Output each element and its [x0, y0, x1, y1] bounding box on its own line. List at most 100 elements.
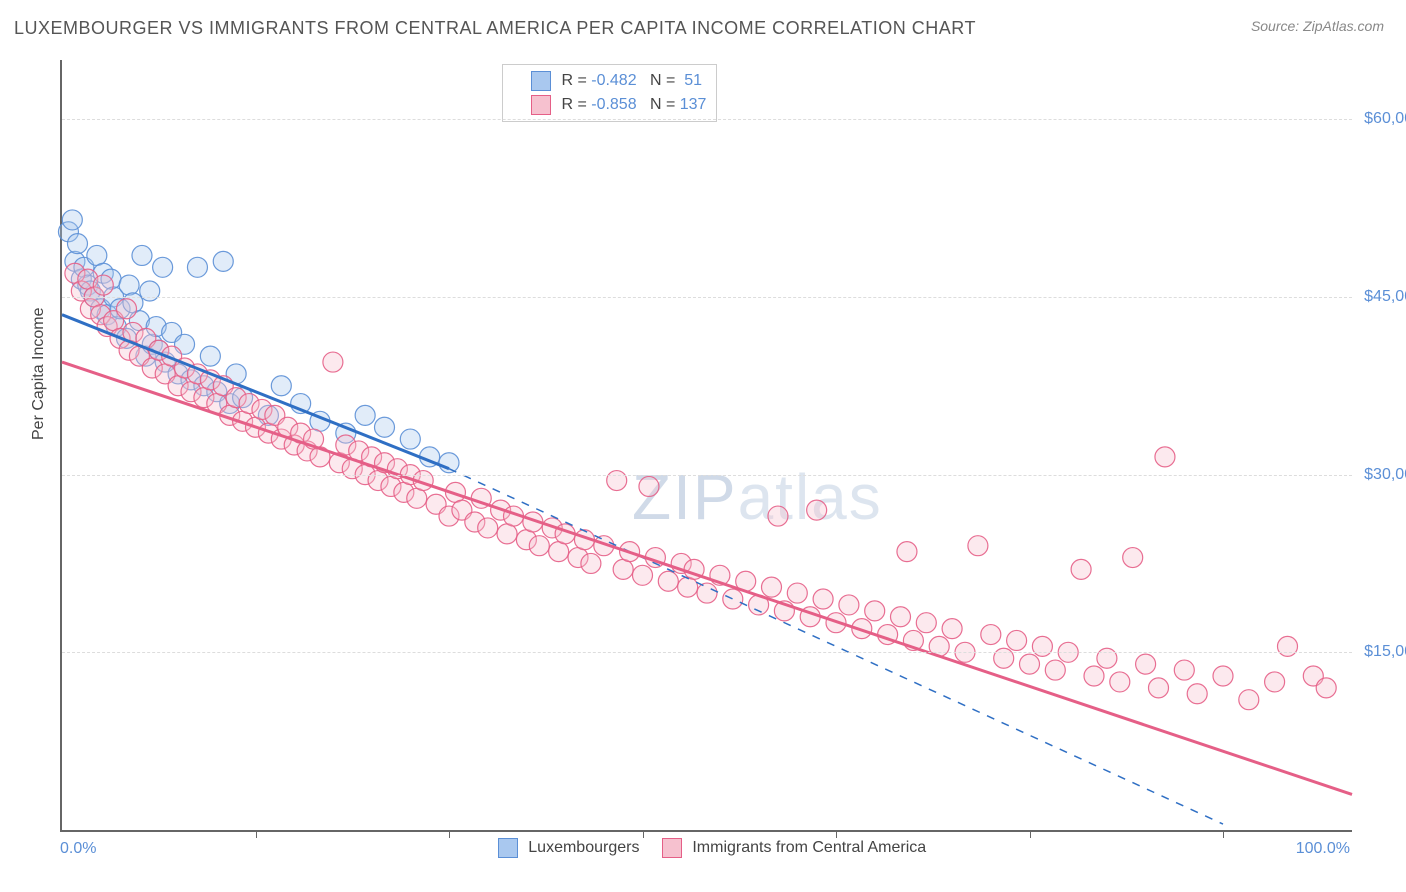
r-value-lux: -0.482	[591, 72, 636, 89]
correlation-legend: R = -0.482 N = 51 R = -0.858 N = 137	[502, 64, 717, 122]
data-point-cam	[639, 476, 659, 496]
data-point-cam	[549, 542, 569, 562]
data-point-cam	[1187, 684, 1207, 704]
x-tick	[643, 830, 644, 838]
data-point-cam	[1136, 654, 1156, 674]
data-point-cam	[1239, 690, 1259, 710]
gridline-h	[62, 475, 1352, 476]
gridline-h	[62, 297, 1352, 298]
y-tick-label: $30,000	[1357, 466, 1406, 484]
chart-svg	[62, 60, 1352, 830]
trendline-cam	[62, 362, 1352, 794]
n-value-lux: 51	[684, 72, 702, 89]
legend-label-lux: Luxembourgers	[528, 839, 639, 856]
data-point-cam	[1265, 672, 1285, 692]
legend-label-cam: Immigrants from Central America	[692, 839, 926, 856]
swatch-cam	[531, 95, 551, 115]
legend-swatch-lux	[498, 838, 518, 858]
data-point-cam	[762, 577, 782, 597]
data-point-lux	[439, 453, 459, 473]
r-value-cam: -0.858	[591, 96, 636, 113]
data-point-lux	[153, 257, 173, 277]
data-point-cam	[865, 601, 885, 621]
data-point-lux	[67, 234, 87, 254]
trendline-dash-lux	[449, 469, 1223, 824]
y-tick-label: $15,000	[1357, 643, 1406, 661]
data-point-cam	[1020, 654, 1040, 674]
data-point-lux	[87, 245, 107, 265]
data-point-cam	[323, 352, 343, 372]
data-point-cam	[916, 613, 936, 633]
x-tick	[449, 830, 450, 838]
data-point-lux	[271, 376, 291, 396]
swatch-lux	[531, 71, 551, 91]
x-tick	[1030, 830, 1031, 838]
data-point-cam	[407, 488, 427, 508]
data-point-cam	[968, 536, 988, 556]
y-axis-label: Per Capita Income	[30, 307, 48, 440]
data-point-cam	[658, 571, 678, 591]
plot-area: ZIPatlas R = -0.482 N = 51 R = -0.858 N …	[60, 60, 1352, 832]
data-point-cam	[93, 275, 113, 295]
data-point-cam	[497, 524, 517, 544]
data-point-cam	[1278, 636, 1298, 656]
source-label: Source: ZipAtlas.com	[1251, 18, 1384, 34]
data-point-cam	[787, 583, 807, 603]
data-point-cam	[1084, 666, 1104, 686]
data-point-cam	[1149, 678, 1169, 698]
data-point-cam	[1316, 678, 1336, 698]
n-value-cam: 137	[680, 96, 707, 113]
data-point-cam	[1110, 672, 1130, 692]
data-point-cam	[697, 583, 717, 603]
data-point-cam	[942, 619, 962, 639]
data-point-lux	[140, 281, 160, 301]
y-tick-label: $45,000	[1357, 288, 1406, 306]
data-point-lux	[375, 417, 395, 437]
x-tick	[256, 830, 257, 838]
data-point-cam	[607, 471, 627, 491]
gridline-h	[62, 119, 1352, 120]
data-point-lux	[213, 251, 233, 271]
data-point-cam	[1071, 559, 1091, 579]
data-point-cam	[1123, 548, 1143, 568]
data-point-lux	[132, 245, 152, 265]
data-point-cam	[581, 553, 601, 573]
data-point-cam	[1213, 666, 1233, 686]
data-point-cam	[807, 500, 827, 520]
data-point-cam	[529, 536, 549, 556]
y-tick-label: $60,000	[1357, 110, 1406, 128]
data-point-cam	[897, 542, 917, 562]
data-point-lux	[119, 275, 139, 295]
data-point-lux	[400, 429, 420, 449]
gridline-h	[62, 652, 1352, 653]
data-point-cam	[117, 299, 137, 319]
data-point-lux	[187, 257, 207, 277]
data-point-cam	[1097, 648, 1117, 668]
data-point-lux	[200, 346, 220, 366]
data-point-cam	[891, 607, 911, 627]
data-point-cam	[839, 595, 859, 615]
data-point-cam	[768, 506, 788, 526]
data-point-cam	[994, 648, 1014, 668]
data-point-cam	[723, 589, 743, 609]
data-point-cam	[1007, 630, 1027, 650]
data-point-cam	[981, 625, 1001, 645]
trendline-lux	[62, 315, 449, 469]
data-point-cam	[613, 559, 633, 579]
data-point-cam	[678, 577, 698, 597]
data-point-lux	[62, 210, 82, 230]
series-legend: Luxembourgers Immigrants from Central Am…	[0, 838, 1406, 858]
x-tick	[1223, 830, 1224, 838]
data-point-cam	[813, 589, 833, 609]
x-tick	[836, 830, 837, 838]
correlation-row-lux: R = -0.482 N = 51	[513, 69, 706, 93]
data-point-cam	[1174, 660, 1194, 680]
chart-title: LUXEMBOURGER VS IMMIGRANTS FROM CENTRAL …	[14, 18, 976, 39]
data-point-cam	[1155, 447, 1175, 467]
data-point-lux	[355, 405, 375, 425]
data-point-cam	[1045, 660, 1065, 680]
correlation-row-cam: R = -0.858 N = 137	[513, 93, 706, 117]
data-point-cam	[633, 565, 653, 585]
legend-swatch-cam	[662, 838, 682, 858]
data-point-cam	[478, 518, 498, 538]
